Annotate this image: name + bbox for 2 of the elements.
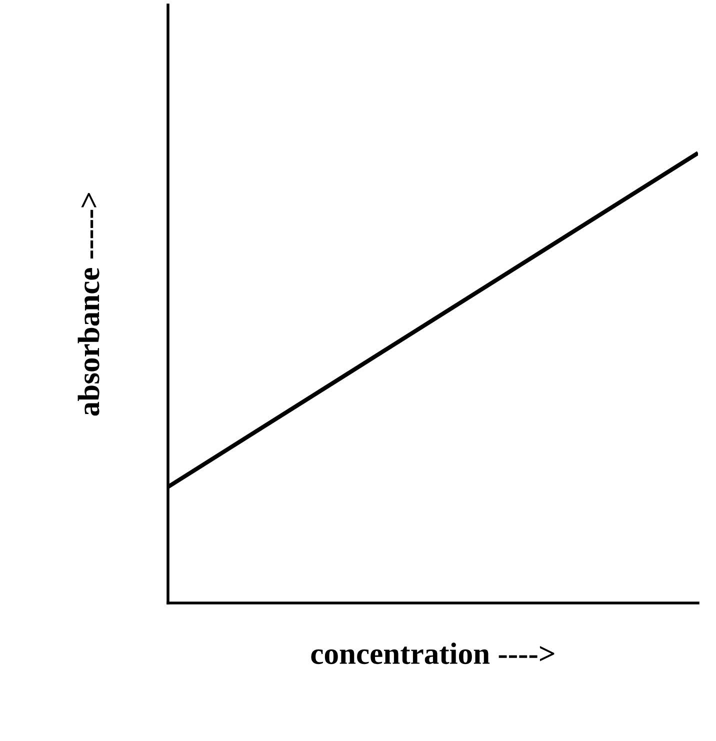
x-axis-title: concentration ----> <box>311 642 554 664</box>
y-axis-title: absorbance -----> <box>78 192 100 416</box>
